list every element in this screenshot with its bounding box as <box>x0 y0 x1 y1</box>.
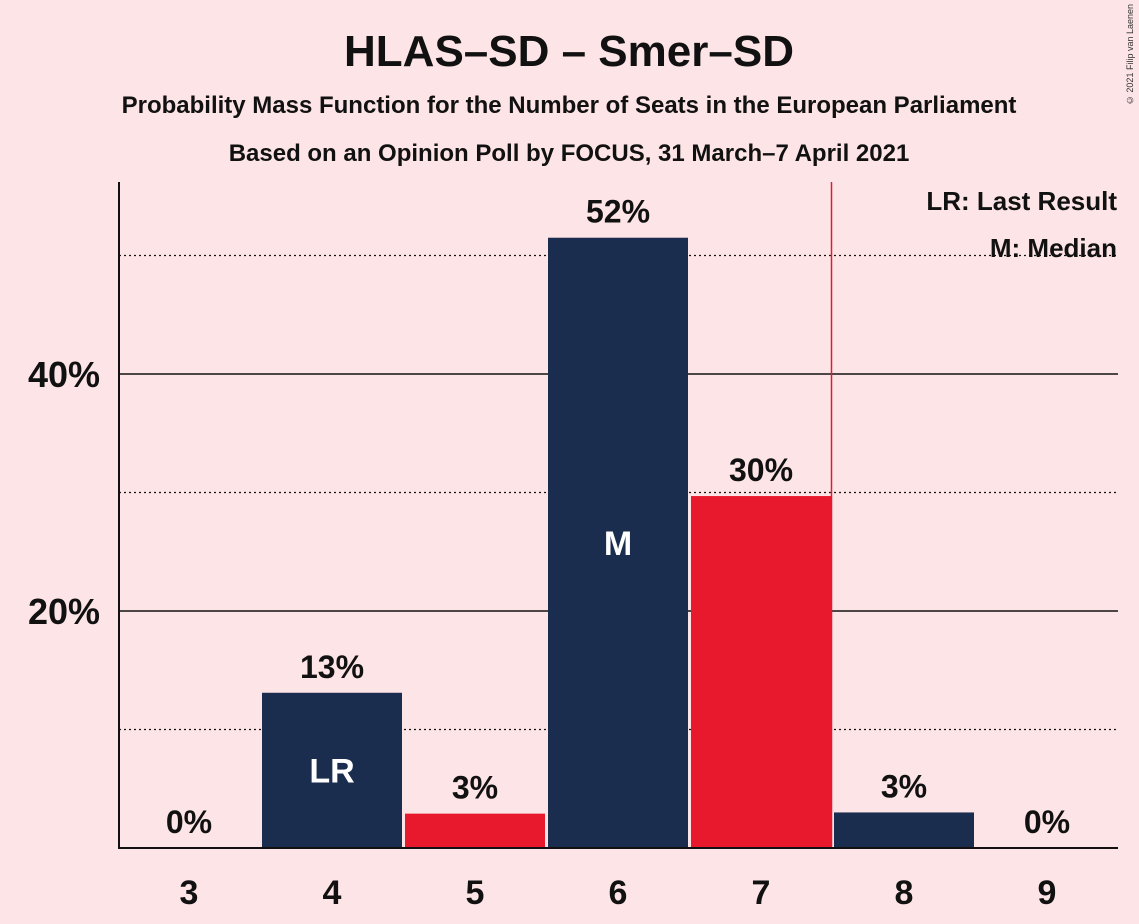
bar-mark-lr: LR <box>309 752 354 790</box>
bar-6 <box>548 237 688 849</box>
x-tick-label: 6 <box>609 874 628 912</box>
chart-title: HLAS–SD – Smer–SD <box>344 27 794 76</box>
x-tick-label: 4 <box>323 874 342 912</box>
plot-area: 20% 40% 0% 3 13% LR 4 3% 5 52% M 6 30% 7 3% 8 0% 9 <box>28 182 1118 912</box>
legend-last-result: LR: Last Result <box>926 186 1117 216</box>
bar-mark-m: M <box>604 525 632 563</box>
data-label: 0% <box>1024 804 1070 840</box>
data-label: 13% <box>300 649 364 685</box>
data-label: 0% <box>166 804 212 840</box>
chart-subtitle-2: Based on an Opinion Poll by FOCUS, 31 Ma… <box>229 140 910 167</box>
y-tick-label: 40% <box>28 354 100 395</box>
chart-subtitle: Probability Mass Function for the Number… <box>122 92 1017 119</box>
data-label: 3% <box>452 770 498 806</box>
x-tick-label: 3 <box>180 874 199 912</box>
x-tick-label: 9 <box>1038 874 1057 912</box>
data-label: 52% <box>586 194 650 230</box>
x-tick-label: 5 <box>466 874 485 912</box>
data-label: 3% <box>881 768 927 804</box>
bar-4 <box>262 692 402 848</box>
x-tick-label: 7 <box>752 874 771 912</box>
bar-8 <box>834 812 974 848</box>
legend-median: M: Median <box>990 233 1117 263</box>
x-tick-label: 8 <box>895 874 914 912</box>
bar-5 <box>405 813 545 848</box>
bar-7 <box>691 496 831 848</box>
copyright-text: © 2021 Filip van Laenen <box>1125 4 1135 106</box>
data-label: 30% <box>729 452 793 488</box>
y-tick-label: 20% <box>28 591 100 632</box>
legend: LR: Last Result M: Median <box>926 186 1117 263</box>
